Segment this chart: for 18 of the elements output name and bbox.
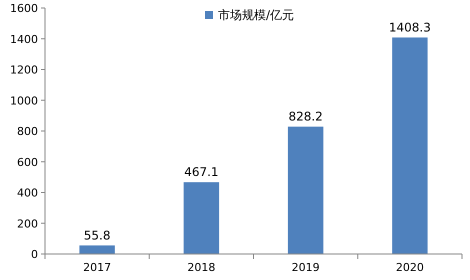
x-tick-label: 2017 [83,261,112,274]
data-label: 55.8 [84,228,110,242]
x-tick-label: 2019 [292,261,320,274]
data-label: 828.2 [288,110,323,124]
y-tick-label: 400 [17,186,38,200]
legend-label: 市场规模/亿元 [218,8,294,22]
y-tick-label: 200 [17,217,38,230]
y-tick-label: 1000 [10,94,38,108]
x-tick-label: 2020 [396,261,424,274]
y-tick-label: 1600 [10,2,38,15]
y-tick-label: 1400 [10,32,38,46]
y-tick-label: 800 [17,125,38,138]
data-label: 467.1 [184,165,219,180]
y-tick-label: 0 [31,248,38,261]
data-label: 1408.3 [388,20,431,34]
y-tick-label: 1200 [10,64,38,76]
y-tick-label: 600 [17,156,38,169]
x-tick-label: 2018 [187,261,216,274]
